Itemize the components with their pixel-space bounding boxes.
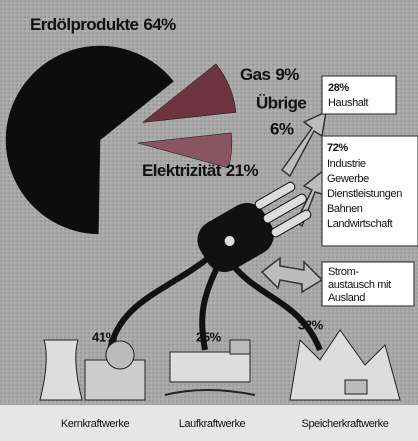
plant-share: 25% (196, 329, 222, 344)
box-line: Ausland (328, 292, 365, 304)
category: Übrige (256, 93, 306, 112)
value-label: 9% (275, 65, 299, 84)
infographic: Erdölprodukte64% Gas 9% Übrige 6% Elektri… (0, 0, 418, 441)
category: Gas (240, 65, 270, 84)
plant-label: Speicherkraftwerke (302, 418, 389, 430)
plant-share: 41% (92, 329, 118, 344)
category: Erdölprodukte (30, 15, 139, 34)
box-line: Haushalt (328, 97, 369, 109)
box-line: Bahnen (327, 203, 363, 215)
value-label: 6% (270, 119, 294, 138)
value-label: 64% (143, 15, 176, 34)
box-line: 72% (327, 142, 348, 154)
box-line: Strom- (328, 266, 359, 278)
box-line: Industrie (327, 158, 366, 170)
box-line: 28% (328, 82, 349, 94)
plant-label: Laufkraftwerke (179, 418, 246, 430)
box-line: austausch mit (328, 279, 391, 291)
slice-label: Gas 9% (240, 65, 299, 84)
box-line: Gewerbe (327, 173, 369, 185)
plant-share: 32% (298, 317, 324, 332)
plant-label: Kernkraftwerke (61, 418, 130, 430)
box-line: Dienstleistungen (327, 188, 402, 200)
box-line: Landwirtschaft (327, 218, 393, 230)
category: Elektrizität (142, 161, 222, 180)
value-label: 21% (226, 161, 259, 180)
